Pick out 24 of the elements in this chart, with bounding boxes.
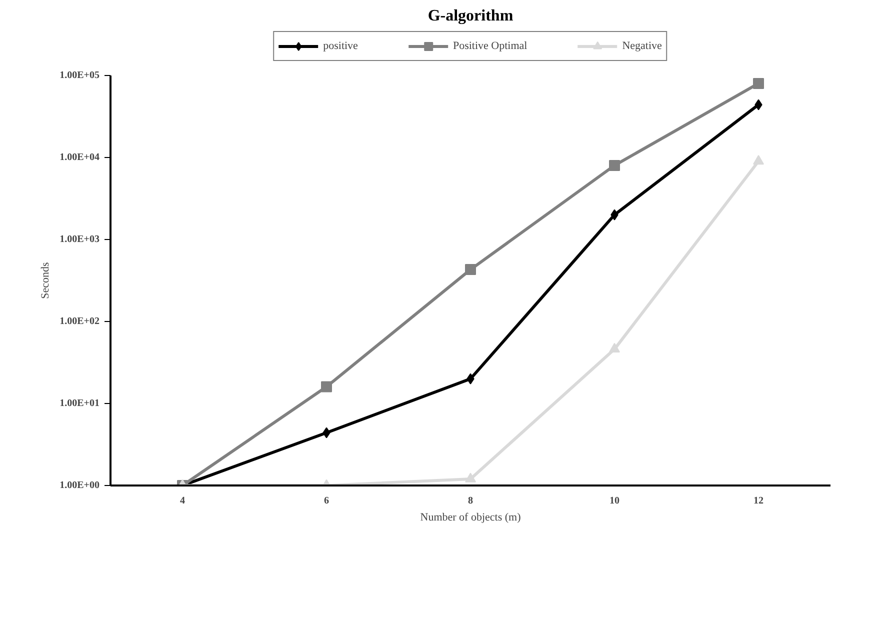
legend-label: Negative <box>622 40 662 52</box>
legend-label: positive <box>323 40 358 52</box>
y-tick-label: 1.00E+04 <box>60 152 100 163</box>
x-tick-label: 6 <box>324 496 329 506</box>
point <box>609 342 620 353</box>
y-tick-label: 1.00E+03 <box>60 234 100 245</box>
point <box>753 78 764 89</box>
point <box>465 264 476 276</box>
point <box>753 154 764 165</box>
y-tick-label: 1.00E+01 <box>60 398 100 409</box>
point <box>609 160 620 171</box>
chart-title: G-algorithm <box>428 8 514 24</box>
x-tick-label: 10 <box>610 496 620 506</box>
legend-label: Positive Optimal <box>452 40 528 52</box>
x-tick-label: 8 <box>468 496 473 506</box>
y-tick-label: 1.00E+02 <box>60 316 100 327</box>
y-tick-label: 1.00E+00 <box>60 480 100 491</box>
y-axis-title: Seconds <box>40 262 52 299</box>
x-axis-title: Number of objects (m) <box>420 512 522 524</box>
point <box>465 472 476 482</box>
point <box>321 381 332 392</box>
y-tick-label: 1.00E+05 <box>60 70 100 81</box>
x-tick-label: 12 <box>754 496 764 506</box>
x-tick-label: 4 <box>180 496 185 506</box>
